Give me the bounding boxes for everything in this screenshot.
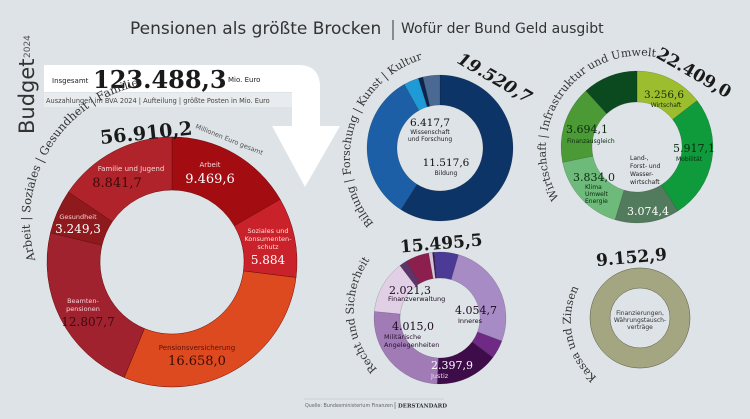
total-value: 123.488,3 bbox=[93, 65, 227, 94]
label-pension: Pensionsversicherung bbox=[159, 344, 235, 352]
label-wissenschaft-2: und Forschung bbox=[408, 136, 453, 143]
label-justiz: Justiz bbox=[430, 372, 449, 380]
donut-slice-bildung-2 bbox=[404, 77, 428, 111]
donut-slice-recht-3 bbox=[450, 254, 507, 342]
donut-kassa bbox=[589, 267, 691, 369]
donut-slice-wirtschaft-3 bbox=[562, 155, 625, 221]
value-bildung: 11.517,6 bbox=[423, 157, 470, 169]
donut-bildung bbox=[366, 74, 514, 222]
total-unit: Mio. Euro bbox=[228, 76, 260, 84]
value-finanzausgleich: 3.694,1 bbox=[566, 123, 608, 136]
donut-slice-bildung-3 bbox=[418, 76, 431, 108]
label-gesundheit: Gesundheit bbox=[59, 213, 97, 221]
label-beamten-2: pensionen bbox=[66, 305, 100, 313]
value-beamten: 12.807,7 bbox=[61, 315, 114, 329]
note-strip bbox=[44, 93, 292, 107]
label-land-3: Wasser- bbox=[630, 171, 653, 178]
label-milit-1: Militärische bbox=[384, 333, 421, 341]
donut-slice-soziales-5 bbox=[68, 136, 173, 223]
donut-slice-recht-8 bbox=[399, 260, 421, 287]
page-subtitle: Wofür der Bund Geld ausgibt bbox=[401, 21, 604, 37]
donut-slice-recht-0 bbox=[428, 252, 436, 279]
value-klima: 3.834,0 bbox=[573, 171, 615, 184]
donut-slice-bildung-0 bbox=[400, 74, 514, 222]
label-soziales-3: schutz bbox=[257, 243, 279, 251]
donut-slice-wirtschaft-5 bbox=[585, 70, 638, 115]
value-land: 3.074,4 bbox=[627, 205, 669, 218]
total-note: Auszahlungen im BVA 2024 | Aufteilung | … bbox=[46, 97, 270, 105]
donut-slice-recht-2 bbox=[433, 251, 459, 280]
label-arbeit: Arbeit bbox=[199, 161, 220, 169]
donut-slice-soziales-2 bbox=[123, 270, 297, 388]
value-wirtschaft: 3.256,6 bbox=[644, 89, 684, 101]
donut-slice-recht-5 bbox=[436, 341, 494, 385]
kassa-total: 9.152,9 bbox=[595, 245, 667, 271]
donut-recht bbox=[373, 251, 507, 385]
value-milit: 4.015,0 bbox=[392, 320, 434, 333]
label-finanzausgleich: Finanzausgleich bbox=[567, 138, 615, 145]
label-klima-3: Energie bbox=[585, 198, 608, 205]
value-wissenschaft: 6.417,7 bbox=[410, 117, 450, 129]
label-familie: Familie und Jugend bbox=[98, 165, 165, 173]
side-budget-label: Budget bbox=[15, 58, 39, 134]
label-soziales-2: Konsumenten- bbox=[244, 235, 292, 243]
value-gesundheit: 3.249,3 bbox=[55, 222, 101, 236]
donut-slice-wirtschaft-2 bbox=[614, 184, 679, 224]
source-text: Quelle: Bundesministerium Finanzen bbox=[305, 403, 393, 409]
label-kassa-2: Währungstausch- bbox=[614, 317, 666, 324]
donut-slice-recht-4 bbox=[471, 331, 503, 358]
donut-slice-recht-9 bbox=[406, 252, 434, 284]
donut-slice-bildung-1 bbox=[366, 83, 420, 210]
value-arbeit: 9.469,6 bbox=[185, 172, 235, 187]
donut-slice-bildung-4 bbox=[422, 74, 441, 107]
label-soziales-1: Soziales und bbox=[248, 227, 289, 235]
page-title: Pensionen als größte Brocken bbox=[130, 19, 381, 39]
value-inneres: 4.054,7 bbox=[455, 304, 497, 317]
donut-soziales bbox=[46, 136, 298, 388]
side-year-label: 2024 bbox=[23, 35, 33, 58]
donut-wirtschaft bbox=[560, 70, 714, 224]
label-klima-2: Umwelt bbox=[585, 191, 609, 198]
value-mobil: 5.917,1 bbox=[673, 142, 715, 155]
label-klima-1: Klima bbox=[585, 184, 602, 191]
label-kassa-3: verträge bbox=[627, 324, 653, 331]
value-pension: 16.658,0 bbox=[168, 354, 226, 369]
donut-slice-wirtschaft-1 bbox=[660, 100, 714, 212]
donut-slice-wirtschaft-4 bbox=[560, 90, 608, 163]
label-land-1: Land-, bbox=[630, 155, 649, 162]
label-wissenschaft-1: Wissenschaft bbox=[410, 129, 450, 136]
label-land-2: Forst- und bbox=[630, 163, 661, 170]
brand-logo: DERSTANDARD bbox=[398, 404, 447, 410]
label-mobil: Mobilität bbox=[676, 156, 703, 163]
donut-slice-recht-6 bbox=[373, 311, 439, 385]
value-soziales: 5.884 bbox=[251, 253, 286, 267]
value-justiz: 2.397,9 bbox=[431, 359, 473, 372]
label-milit-2: Angelegenheiten bbox=[384, 341, 439, 349]
label-land-4: wirtschaft bbox=[630, 179, 660, 186]
recht-total: 15.495,5 bbox=[399, 230, 483, 257]
total-arrow bbox=[44, 65, 340, 187]
total-label: Insgesamt bbox=[52, 77, 89, 85]
donut-slice-kassa-0 bbox=[589, 267, 691, 369]
value-finanzverw: 2.021,3 bbox=[389, 284, 431, 297]
label-beamten-1: Beamten- bbox=[67, 297, 99, 305]
label-finanzverw: Finanzverwaltung bbox=[388, 295, 445, 303]
label-inneres: Inneres bbox=[458, 317, 483, 325]
donut-slice-recht-1 bbox=[432, 251, 437, 279]
label-wirtschaft: Wirtschaft bbox=[651, 102, 682, 109]
value-familie: 8.841,7 bbox=[92, 176, 142, 191]
label-kassa-1: Finanzierungen, bbox=[616, 310, 664, 317]
label-bildung: Bildung bbox=[435, 170, 458, 177]
